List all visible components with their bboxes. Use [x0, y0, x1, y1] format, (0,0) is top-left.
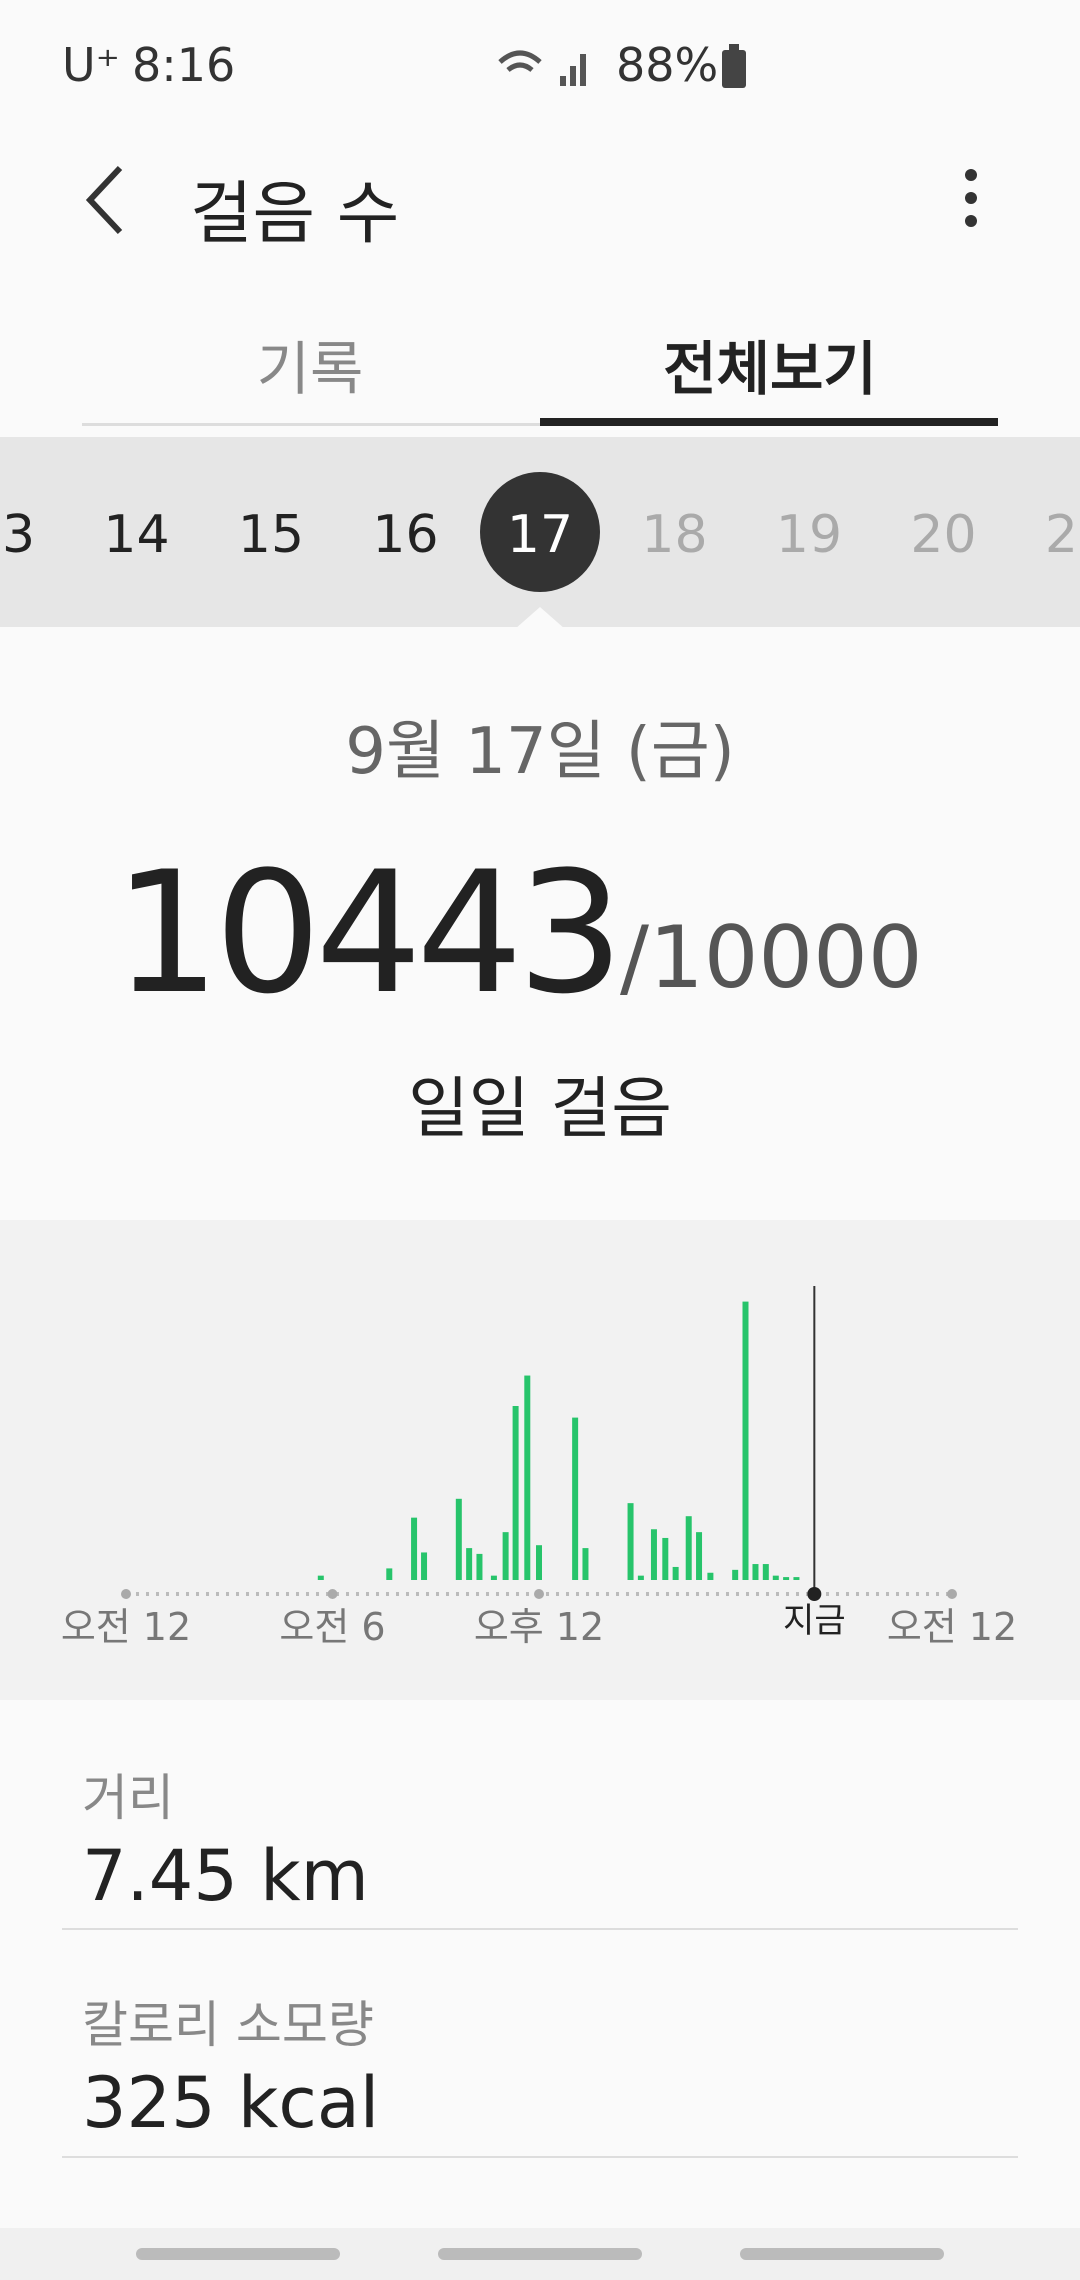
date-label: 9월 17일 (금): [345, 715, 735, 789]
day[interactable]: 20: [910, 505, 977, 565]
tab-indicator: [540, 418, 998, 426]
now-dot: [807, 1587, 822, 1601]
bar: [317, 1575, 324, 1580]
battery-icon: [722, 44, 746, 88]
day[interactable]: 19: [775, 505, 843, 565]
x-tick-label: 오후 12: [474, 1605, 604, 1649]
x-tick: [534, 1589, 544, 1599]
nav-button[interactable]: [438, 2248, 642, 2260]
bar: [637, 1575, 644, 1580]
date-strip: 13 14 15 16 17 18 19 20 21: [0, 437, 1080, 627]
nav-bar: [0, 2228, 1080, 2280]
bar: [707, 1572, 714, 1580]
bar: [476, 1553, 483, 1580]
bar: [386, 1568, 393, 1580]
bar: [421, 1552, 428, 1580]
bar: [772, 1575, 779, 1580]
chart: 오전 12 오전 6 오후 12 오전 12 지금: [61, 1286, 1017, 1649]
nav-button[interactable]: [136, 2248, 340, 2260]
day[interactable]: 13: [0, 505, 36, 565]
stat-label: 칼로리 소모량: [82, 1996, 374, 2054]
status-time: 8:16: [132, 38, 236, 92]
tab[interactable]: 기록: [256, 335, 364, 403]
x-tick-label: 오전 12: [61, 1605, 191, 1649]
status-battery: 88%: [616, 38, 719, 92]
bar: [662, 1537, 669, 1580]
bar: [742, 1301, 749, 1580]
pointer: [515, 607, 565, 629]
bar: [582, 1548, 589, 1580]
page-title: 걸음 수: [190, 175, 400, 254]
chart-panel: [0, 1220, 1080, 1700]
bar: [512, 1406, 519, 1580]
x-tick: [121, 1589, 131, 1599]
bar: [455, 1498, 462, 1580]
bar: [783, 1577, 790, 1580]
x-tick: [947, 1589, 957, 1599]
bar: [696, 1532, 703, 1580]
bar: [672, 1566, 679, 1580]
bar: [524, 1375, 531, 1580]
bar: [490, 1575, 497, 1580]
daily-label: 일일 걸음: [408, 1070, 672, 1147]
bar: [732, 1569, 739, 1580]
day[interactable]: 17: [506, 505, 574, 565]
step-count: 10443: [113, 835, 624, 1031]
day[interactable]: 21: [1044, 505, 1080, 565]
back-button[interactable]: [80, 160, 130, 240]
divider: [62, 1928, 1018, 1930]
bar: [793, 1577, 800, 1580]
day[interactable]: 16: [372, 505, 439, 565]
x-tick: [327, 1589, 338, 1599]
status-icons: [498, 50, 586, 86]
bar: [572, 1417, 579, 1580]
bar: [752, 1564, 759, 1580]
bar: [411, 1517, 418, 1580]
bar: [536, 1545, 542, 1580]
bar: [502, 1532, 509, 1580]
bar: [762, 1564, 769, 1580]
day[interactable]: 15: [237, 505, 305, 565]
bar: [685, 1516, 692, 1580]
tab-underline: [82, 423, 540, 426]
more-menu[interactable]: [955, 165, 987, 235]
selected-day-circle: [480, 472, 600, 592]
step-goal: /10000: [620, 908, 923, 1008]
status-carrier: U⁺: [62, 38, 120, 92]
bar: [627, 1503, 634, 1580]
x-tick-label: 오전 6: [279, 1605, 385, 1649]
divider: [62, 2156, 1018, 2158]
stat-label: 거리: [82, 1769, 174, 1827]
bar: [650, 1529, 657, 1580]
bar: [466, 1548, 473, 1580]
nav-button[interactable]: [740, 2248, 944, 2260]
day[interactable]: 14: [103, 505, 170, 565]
day[interactable]: 18: [641, 505, 708, 565]
tab-active[interactable]: 전체보기: [663, 335, 877, 403]
x-tick-label: 오전 12: [887, 1605, 1017, 1649]
stat-value: 7.45 km: [82, 1835, 369, 1917]
now-label: 지금: [783, 1601, 846, 1641]
stat-value: 325 kcal: [82, 2062, 380, 2144]
